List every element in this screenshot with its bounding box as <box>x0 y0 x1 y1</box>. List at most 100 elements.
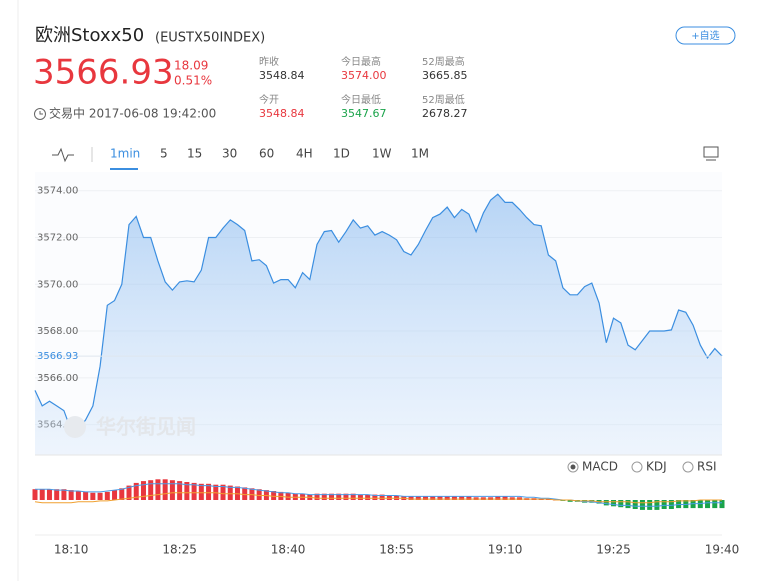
tab[interactable]: 30 <box>222 147 237 161</box>
macd-bar <box>191 482 197 500</box>
macd-bar <box>372 494 378 500</box>
radio-dot <box>570 464 576 470</box>
tab[interactable]: 5 <box>160 147 168 161</box>
macd-bar <box>227 485 233 500</box>
macd-bar <box>285 492 291 500</box>
watch-button-label[interactable]: +自选 <box>691 29 719 42</box>
macd-bar <box>83 491 89 500</box>
stat-label: 今开 <box>259 93 279 106</box>
x-tick-label: 19:10 <box>488 543 523 557</box>
clock-hand <box>39 111 43 115</box>
macd-bar <box>162 479 168 500</box>
macd-bar <box>719 500 725 509</box>
stat-value: 2678.27 <box>422 107 468 120</box>
status: 交易中 2017-06-08 19:42:00 <box>49 106 216 121</box>
stat-label: 昨收 <box>259 55 279 68</box>
y-tick-label: 3568.00 <box>37 326 78 337</box>
radio[interactable] <box>682 461 694 473</box>
indicator-label[interactable]: RSI <box>697 460 717 474</box>
stats: 昨收3548.84今日最高3574.0052周最高3665.85今开3548.8… <box>259 55 468 120</box>
macd-bar <box>343 493 349 500</box>
tab[interactable]: 1M <box>411 147 429 161</box>
macd-bar <box>68 490 74 500</box>
macd-bar <box>415 496 421 500</box>
indicators: MACD KDJ RSI <box>567 460 717 474</box>
macd-bar <box>184 482 190 500</box>
macd-bar <box>46 489 52 500</box>
tab[interactable]: 1D <box>333 147 350 161</box>
macd-bar <box>459 496 465 500</box>
macd-bar <box>603 500 609 506</box>
macd-bar <box>611 500 617 507</box>
last-price-label: 3566.93 <box>37 351 78 362</box>
macd-line <box>35 483 722 507</box>
indicator-label[interactable]: KDJ <box>646 460 667 474</box>
macd-bar <box>357 494 363 500</box>
macd-bar <box>654 500 660 510</box>
screen-icon[interactable] <box>703 146 719 158</box>
macd-bar <box>502 496 508 500</box>
y-tick-label: 3570.00 <box>37 279 78 290</box>
macd-bar <box>639 500 645 510</box>
tab-underline <box>110 168 138 170</box>
macd-bar <box>350 493 356 500</box>
macd-bar <box>177 481 183 500</box>
macd-bar <box>220 484 226 500</box>
macd-bar <box>423 496 429 500</box>
stat-value: 3548.84 <box>259 69 305 82</box>
macd-bar <box>437 496 443 500</box>
plot: 3564.003566.003568.003570.003572.003574.… <box>34 186 723 455</box>
macd-bar <box>430 496 436 500</box>
tab[interactable]: 1W <box>372 147 392 161</box>
macd-bar <box>90 492 96 500</box>
x-tick-label: 18:25 <box>162 543 197 557</box>
change-pct: 0.51% <box>174 74 212 88</box>
macd-bar <box>148 480 154 500</box>
macd-bar <box>408 496 414 500</box>
macd-bar <box>32 489 38 500</box>
tab[interactable]: 15 <box>187 147 202 161</box>
macd-bar <box>119 488 125 500</box>
y-tick-label: 3572.00 <box>37 232 78 243</box>
stat-label: 52周最低 <box>422 93 465 106</box>
x-axis: 18:10 18:25 18:40 18:55 19:10 19:25 19:40 <box>54 543 739 557</box>
macd-panel <box>32 479 725 510</box>
x-tick-label: 18:55 <box>379 543 414 557</box>
code: (EUSTX50INDEX) <box>155 31 265 46</box>
stat-label: 今日最高 <box>341 55 381 68</box>
macd-bar <box>647 500 653 510</box>
macd-bar <box>712 500 718 509</box>
tab[interactable]: 1min <box>110 147 140 161</box>
price-line <box>34 193 723 432</box>
macd-bar <box>242 487 248 500</box>
price-area <box>35 194 722 455</box>
watermark: 华尔街见闻 <box>96 415 196 439</box>
tabs: 1min 5 15 30 60 4H 1D 1W 1M <box>110 147 429 170</box>
change: 18.09 <box>174 59 208 73</box>
stat-label: 52周最高 <box>422 55 465 68</box>
macd-bar <box>39 489 45 500</box>
chart-type-icon[interactable] <box>52 147 74 163</box>
macd-bar <box>314 493 320 500</box>
macd-bar <box>668 500 674 509</box>
macd-bar <box>444 496 450 500</box>
watch-button[interactable] <box>675 26 736 45</box>
macd-bar <box>169 480 175 500</box>
watermark-logo <box>64 416 86 438</box>
macd-bar <box>104 491 110 500</box>
macd-bar <box>54 489 60 500</box>
stat-value: 3574.00 <box>341 69 387 82</box>
indicator-label[interactable]: MACD <box>582 460 618 474</box>
tab[interactable]: 60 <box>259 147 274 161</box>
stat-value: 3548.84 <box>259 107 305 120</box>
macd-bar <box>97 492 103 500</box>
macd-bar <box>112 490 118 500</box>
y-tick-label: 3566.00 <box>37 373 78 384</box>
macd-bar <box>61 489 67 500</box>
stat-value: 3665.85 <box>422 69 468 82</box>
macd-bar <box>625 500 631 509</box>
tab[interactable]: 4H <box>296 147 313 161</box>
radio[interactable] <box>631 461 643 473</box>
title: 欧洲Stoxx50 <box>35 25 144 46</box>
